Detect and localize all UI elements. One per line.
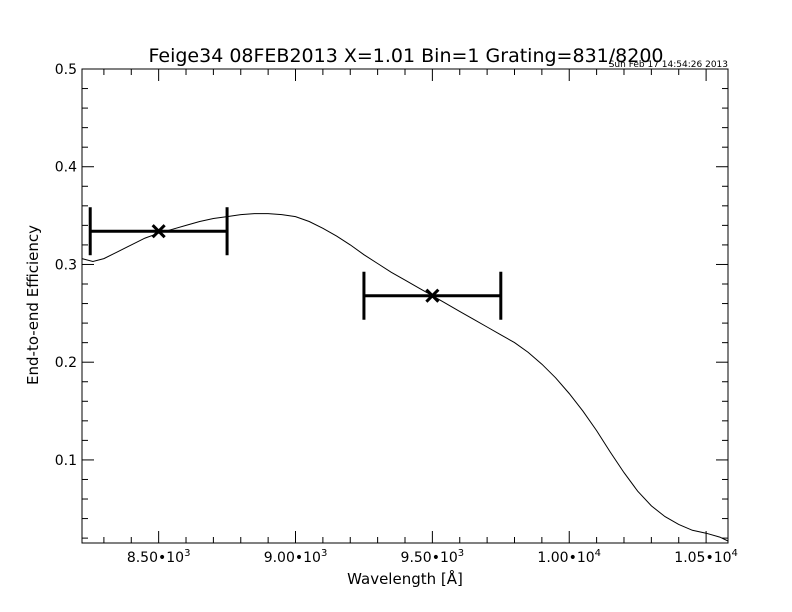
chart-title: Feige34 08FEB2013 X=1.01 Bin=1 Grating=8… bbox=[149, 45, 664, 67]
y-tick-label: 0.3 bbox=[55, 257, 77, 273]
efficiency-curve bbox=[81, 213, 729, 542]
x-axis-label: Wavelength [Å] bbox=[347, 569, 463, 588]
point-marker bbox=[151, 224, 166, 239]
error-bar bbox=[362, 271, 503, 320]
y-tick-label: 0.1 bbox=[55, 453, 77, 469]
y-tick-label: 0.4 bbox=[55, 160, 77, 176]
x-tick-label: 9.00•103 bbox=[264, 548, 328, 566]
error-bar bbox=[88, 207, 229, 256]
y-tick-label: 0.5 bbox=[55, 62, 77, 78]
y-axis-label: End-to-end Efficiency bbox=[24, 225, 42, 385]
x-tick-label: 9.50•103 bbox=[401, 548, 465, 566]
x-tick-label: 1.00•104 bbox=[537, 548, 601, 566]
point-marker bbox=[425, 288, 440, 303]
plot-frame bbox=[81, 68, 729, 544]
timestamp: Sun Feb 17 14:54:26 2013 bbox=[609, 60, 728, 70]
y-tick-label: 0.2 bbox=[55, 355, 77, 371]
x-tick-label: 8.50•103 bbox=[127, 548, 191, 566]
x-tick-label: 1.05•104 bbox=[674, 548, 738, 566]
